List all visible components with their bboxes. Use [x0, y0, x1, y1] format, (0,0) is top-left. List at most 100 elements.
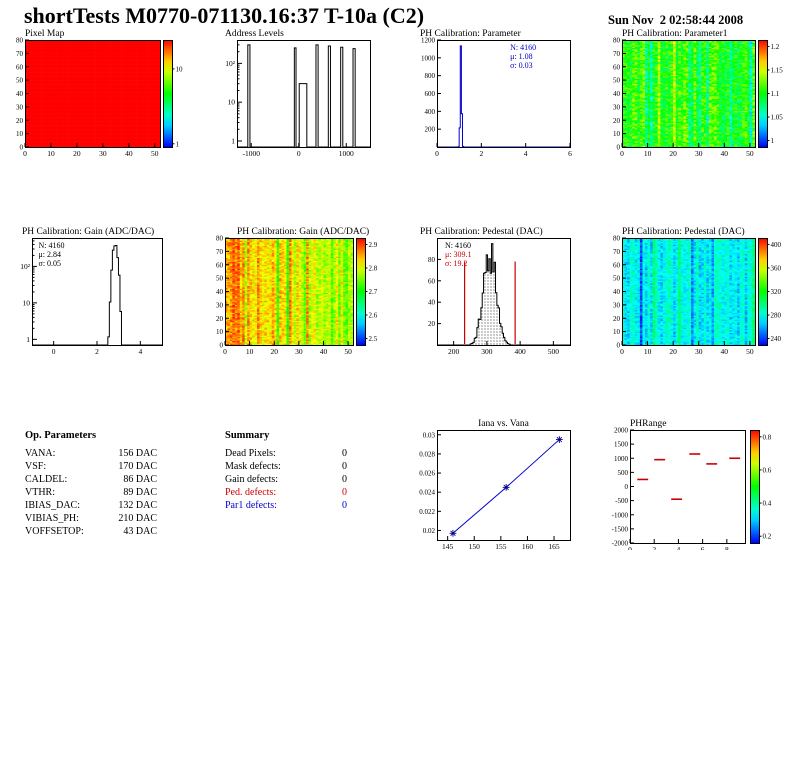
- panel-ph-parameter: 0 2 4 6 200 400 600 800 1000 1200 N: 4160 μ: 1.08 σ:…: [400, 28, 600, 160]
- op-parameters-rows: VANA: 156 DAC VSF: 170 DAC CALDEL: 86 DAC VTHR…: [25, 447, 157, 538]
- svg-text:2000: 2000: [614, 427, 629, 435]
- op-parameters-heading: Op. Parameters: [25, 430, 97, 441]
- svg-text:10²: 10²: [225, 59, 236, 68]
- op-parameter-row: VTHR: 89 DAC: [25, 486, 157, 499]
- svg-text:30: 30: [613, 103, 621, 111]
- svg-text:-1000: -1000: [243, 149, 261, 158]
- svg-text:σ: 0.03: σ: 0.03: [510, 61, 533, 70]
- svg-text:40: 40: [428, 299, 436, 307]
- op-parameter-row-label: VIBIAS_PH:: [25, 513, 79, 524]
- svg-text:160: 160: [522, 542, 534, 550]
- svg-text:50: 50: [16, 77, 24, 85]
- ph-parameter-title: PH Calibration: Parameter: [420, 29, 521, 39]
- svg-text:40: 40: [125, 149, 133, 158]
- svg-text:0: 0: [52, 347, 56, 356]
- svg-text:N: 4160: N: 4160: [510, 43, 536, 52]
- svg-text:1.05: 1.05: [771, 114, 784, 122]
- svg-text:2: 2: [95, 347, 99, 356]
- svg-text:σ: 0.05: σ: 0.05: [39, 259, 62, 268]
- pixel-map-title: Pixel Map: [25, 29, 65, 39]
- svg-text:N: 4160: N: 4160: [445, 241, 471, 250]
- svg-text:0.2: 0.2: [763, 533, 772, 541]
- svg-text:0.022: 0.022: [419, 508, 435, 516]
- summary-row: Gain defects: 0: [225, 473, 347, 486]
- panel-gain-map: 0 10 20 30 40 50 0 10 20 30 40 50 60 70 80 2.9 2.8 2.7 2.6…: [200, 226, 400, 358]
- svg-text:1: 1: [176, 140, 180, 148]
- svg-text:0.6: 0.6: [763, 466, 772, 474]
- svg-text:-1000: -1000: [612, 511, 629, 519]
- svg-text:1000: 1000: [421, 54, 436, 62]
- svg-text:50: 50: [151, 149, 159, 158]
- op-parameter-row: CALDEL: 86 DAC: [25, 473, 157, 486]
- summary-row-value: 0: [342, 474, 347, 485]
- op-parameters-block: Op. Parameters VANA: 156 DAC VSF: 170 DAC CA…: [25, 430, 157, 538]
- svg-text:2.9: 2.9: [369, 241, 378, 249]
- panel-ph-range: 0 2 4 6 8 -2000 -1500 -1000 -500 0 500 1000 1500 2000…: [600, 418, 796, 550]
- summary-row-label: Par1 defects:: [225, 500, 277, 511]
- op-parameter-row: IBIAS_DAC: 132 DAC: [25, 499, 157, 512]
- op-parameter-row: VSF: 170 DAC: [25, 460, 157, 473]
- svg-text:-2000: -2000: [612, 540, 629, 548]
- svg-text:1200: 1200: [421, 37, 436, 45]
- svg-text:30: 30: [99, 149, 107, 158]
- svg-text:80: 80: [216, 235, 224, 243]
- svg-text:20: 20: [16, 117, 24, 125]
- svg-text:800: 800: [425, 72, 436, 80]
- svg-text:40: 40: [721, 347, 729, 356]
- svg-text:50: 50: [613, 275, 621, 283]
- svg-text:1000: 1000: [339, 149, 354, 158]
- svg-text:80: 80: [16, 37, 24, 45]
- svg-text:200: 200: [448, 347, 460, 356]
- svg-text:10: 10: [16, 130, 24, 138]
- svg-text:1: 1: [26, 335, 30, 344]
- page-title: shortTests M0770-071130.16:37 T-10a (C2): [24, 3, 425, 28]
- svg-text:2.7: 2.7: [369, 288, 378, 296]
- svg-text:30: 30: [613, 301, 621, 309]
- summary-row: Dead Pixels: 0: [225, 447, 347, 460]
- svg-text:0: 0: [617, 342, 621, 350]
- op-parameter-row-value: 89 DAC: [123, 487, 157, 498]
- panel-pedestal-hist: 200 300 400 500 20 40 60 80 N: 4160 μ: 309.1 σ: 19…: [400, 226, 600, 358]
- svg-text:0: 0: [625, 483, 629, 491]
- svg-text:20: 20: [73, 149, 81, 158]
- op-parameter-row: VANA: 156 DAC: [25, 447, 157, 460]
- gain-map-axes: 0 10 20 30 40 50 0 10 20 30 40 50 60 70 80 2.9 2.8 2.7 2.6…: [216, 235, 378, 357]
- gain-map-title: PH Calibration: Gain (ADC/DAC): [237, 227, 370, 237]
- svg-text:2: 2: [479, 149, 483, 158]
- panel-iana-vana: 145 150 155 160 165 0.02 0.022 0.024 0.026 0.028 0…: [400, 418, 600, 550]
- svg-text:10: 10: [246, 347, 254, 356]
- summary-row-label: Gain defects:: [225, 474, 279, 485]
- op-parameter-row-value: 156 DAC: [118, 448, 157, 459]
- svg-text:10: 10: [23, 298, 31, 307]
- op-parameter-row-value: 210 DAC: [118, 513, 157, 524]
- svg-text:80: 80: [613, 235, 621, 243]
- svg-text:145: 145: [442, 542, 454, 550]
- svg-text:10: 10: [644, 347, 652, 356]
- svg-text:0: 0: [617, 144, 621, 152]
- svg-text:50: 50: [216, 275, 224, 283]
- svg-text:300: 300: [481, 347, 493, 356]
- svg-text:150: 150: [469, 542, 481, 550]
- svg-text:40: 40: [613, 90, 621, 98]
- svg-text:20: 20: [669, 347, 677, 356]
- svg-text:σ: 19.2: σ: 19.2: [445, 259, 468, 268]
- svg-text:0.028: 0.028: [419, 450, 435, 458]
- svg-text:0: 0: [620, 347, 624, 356]
- pixel-map-axes: 0 10 20 30 40 50 0 10 20 30 40 50 60 70 80 10 1: [16, 37, 183, 159]
- svg-text:320: 320: [771, 288, 782, 296]
- svg-text:2.8: 2.8: [369, 264, 378, 272]
- op-parameter-row: VOFFSETOP: 43 DAC: [25, 525, 157, 538]
- summary-row-label: Mask defects:: [225, 461, 281, 472]
- svg-text:0.024: 0.024: [419, 489, 435, 497]
- summary-row: Par1 defects: 0: [225, 499, 347, 512]
- svg-text:10: 10: [644, 149, 652, 158]
- summary-row-label: Ped. defects:: [225, 487, 277, 498]
- ph-parameter1-axes: 0 10 20 30 40 50 0 10 20 30 40 50 60 70 80 1.2 1.15 1.1 1.…: [613, 37, 784, 159]
- svg-text:1.1: 1.1: [771, 90, 780, 98]
- summary-row-value: 0: [342, 500, 347, 511]
- svg-text:2: 2: [652, 545, 656, 550]
- svg-text:20: 20: [613, 315, 621, 323]
